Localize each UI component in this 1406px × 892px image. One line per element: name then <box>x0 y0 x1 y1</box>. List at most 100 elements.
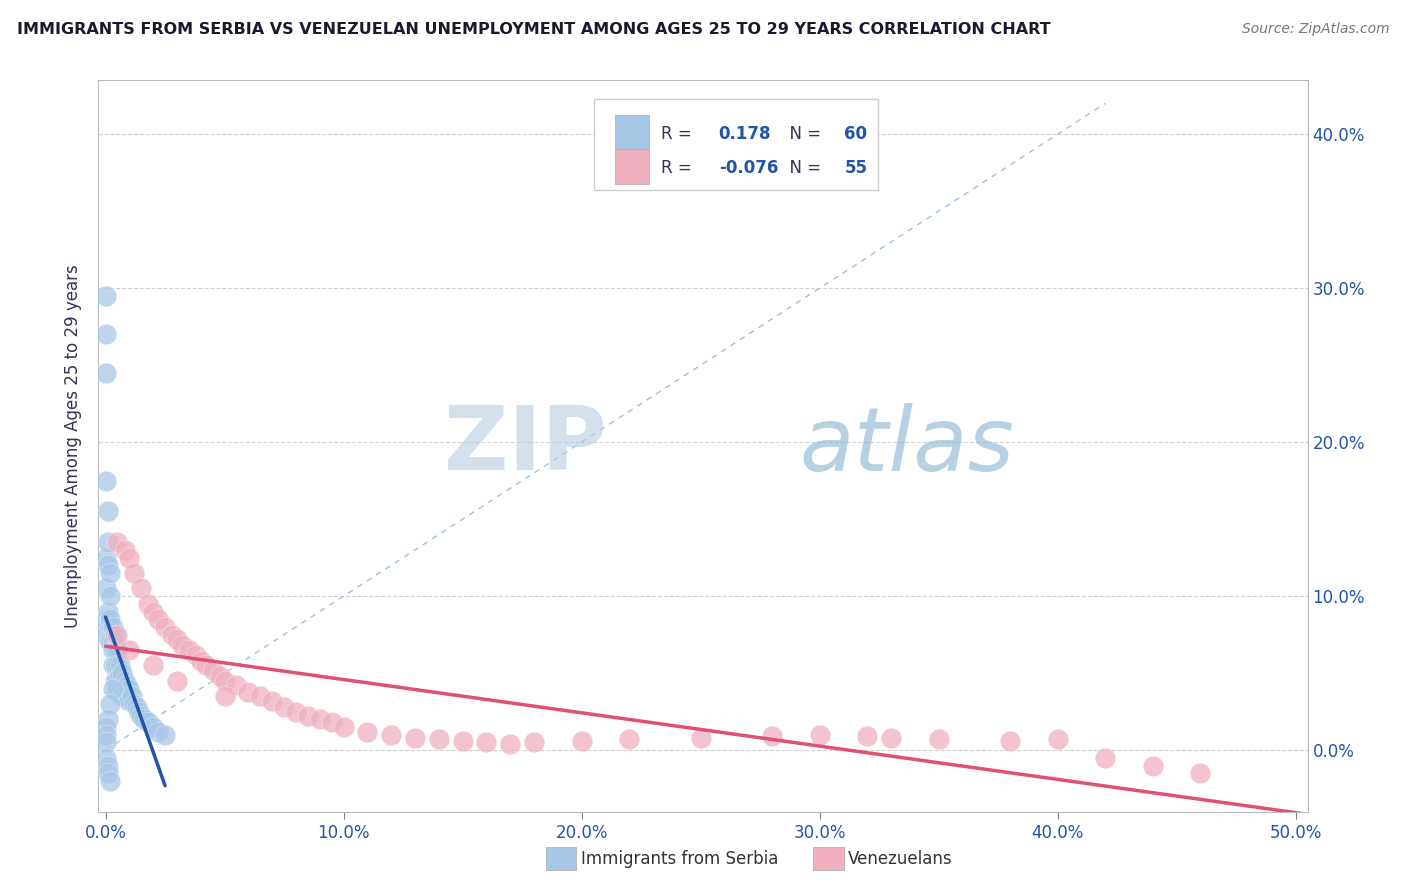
Point <box>166 673 188 688</box>
Text: ZIP: ZIP <box>443 402 606 490</box>
Text: IMMIGRANTS FROM SERBIA VS VENEZUELAN UNEMPLOYMENT AMONG AGES 25 TO 29 YEARS CORR: IMMIGRANTS FROM SERBIA VS VENEZUELAN UNE… <box>17 22 1050 37</box>
Point <box>97 558 120 573</box>
Point <box>107 658 129 673</box>
Point <box>761 729 783 743</box>
Point <box>101 681 124 696</box>
Point <box>808 728 831 742</box>
Point <box>523 735 546 749</box>
Point <box>94 582 117 596</box>
Point <box>321 715 343 730</box>
Point <box>107 681 129 696</box>
Y-axis label: Unemployment Among Ages 25 to 29 years: Unemployment Among Ages 25 to 29 years <box>65 264 83 628</box>
Point <box>107 643 129 657</box>
Text: Immigrants from Serbia: Immigrants from Serbia <box>581 850 778 868</box>
Point <box>1046 732 1069 747</box>
Point <box>118 550 141 565</box>
Point <box>101 620 124 634</box>
Point <box>249 690 271 704</box>
Point <box>146 612 169 626</box>
Point <box>451 734 474 748</box>
Point <box>356 724 378 739</box>
Point <box>129 582 152 596</box>
Point <box>146 724 169 739</box>
Point <box>94 728 117 742</box>
Point <box>121 690 143 704</box>
Point <box>94 720 117 734</box>
Point <box>104 658 127 673</box>
Text: 60: 60 <box>845 125 868 143</box>
Point <box>122 697 145 711</box>
Point <box>107 535 129 549</box>
Point <box>118 643 141 657</box>
Point <box>114 543 136 558</box>
Point <box>142 720 165 734</box>
Point <box>856 729 879 743</box>
Point <box>689 731 711 745</box>
Point <box>107 627 129 641</box>
Point <box>104 673 127 688</box>
Point <box>153 620 176 634</box>
Point <box>475 735 498 749</box>
Point <box>1094 751 1116 765</box>
Point <box>98 566 121 580</box>
Point <box>125 700 148 714</box>
Point <box>166 632 188 647</box>
Point <box>142 605 165 619</box>
Point <box>262 694 284 708</box>
Point <box>94 327 117 342</box>
Point <box>138 715 160 730</box>
Point <box>998 734 1021 748</box>
Text: R =: R = <box>661 125 697 143</box>
Point <box>94 751 117 765</box>
Point <box>1189 766 1212 780</box>
Point <box>285 705 308 719</box>
Point <box>97 535 120 549</box>
Text: Source: ZipAtlas.com: Source: ZipAtlas.com <box>1241 22 1389 37</box>
Point <box>225 678 247 692</box>
Point <box>94 550 117 565</box>
Point <box>115 690 138 704</box>
Text: 55: 55 <box>845 159 868 177</box>
Point <box>108 658 131 673</box>
Point <box>170 639 193 653</box>
Point <box>118 681 141 696</box>
Point <box>190 654 212 668</box>
Point <box>114 673 136 688</box>
Point <box>880 731 903 745</box>
Point <box>132 712 155 726</box>
Point <box>118 694 141 708</box>
Point <box>101 635 124 649</box>
Point <box>332 720 354 734</box>
Point <box>108 684 131 698</box>
Point <box>111 681 134 696</box>
Point <box>214 673 236 688</box>
Point <box>111 666 134 681</box>
Point <box>160 627 183 641</box>
Point <box>238 684 260 698</box>
Point <box>97 758 120 772</box>
Point <box>111 690 134 704</box>
Point <box>94 612 117 626</box>
Point <box>104 643 127 657</box>
Point <box>97 605 120 619</box>
Point <box>1142 758 1164 772</box>
Point <box>94 289 117 303</box>
Bar <box>614 115 648 150</box>
Point <box>98 773 121 788</box>
Point <box>129 709 152 723</box>
Point <box>427 732 450 747</box>
Text: -0.076: -0.076 <box>718 159 778 177</box>
Text: N =: N = <box>779 125 827 143</box>
Point <box>177 643 200 657</box>
Point <box>98 635 121 649</box>
Point <box>201 663 224 677</box>
Point <box>94 627 117 641</box>
Point <box>97 766 120 780</box>
Text: R =: R = <box>661 159 697 177</box>
Point <box>97 712 120 726</box>
Text: atlas: atlas <box>800 403 1015 489</box>
Point <box>98 612 121 626</box>
Point <box>571 734 593 748</box>
Point <box>928 732 950 747</box>
Point <box>273 700 295 714</box>
